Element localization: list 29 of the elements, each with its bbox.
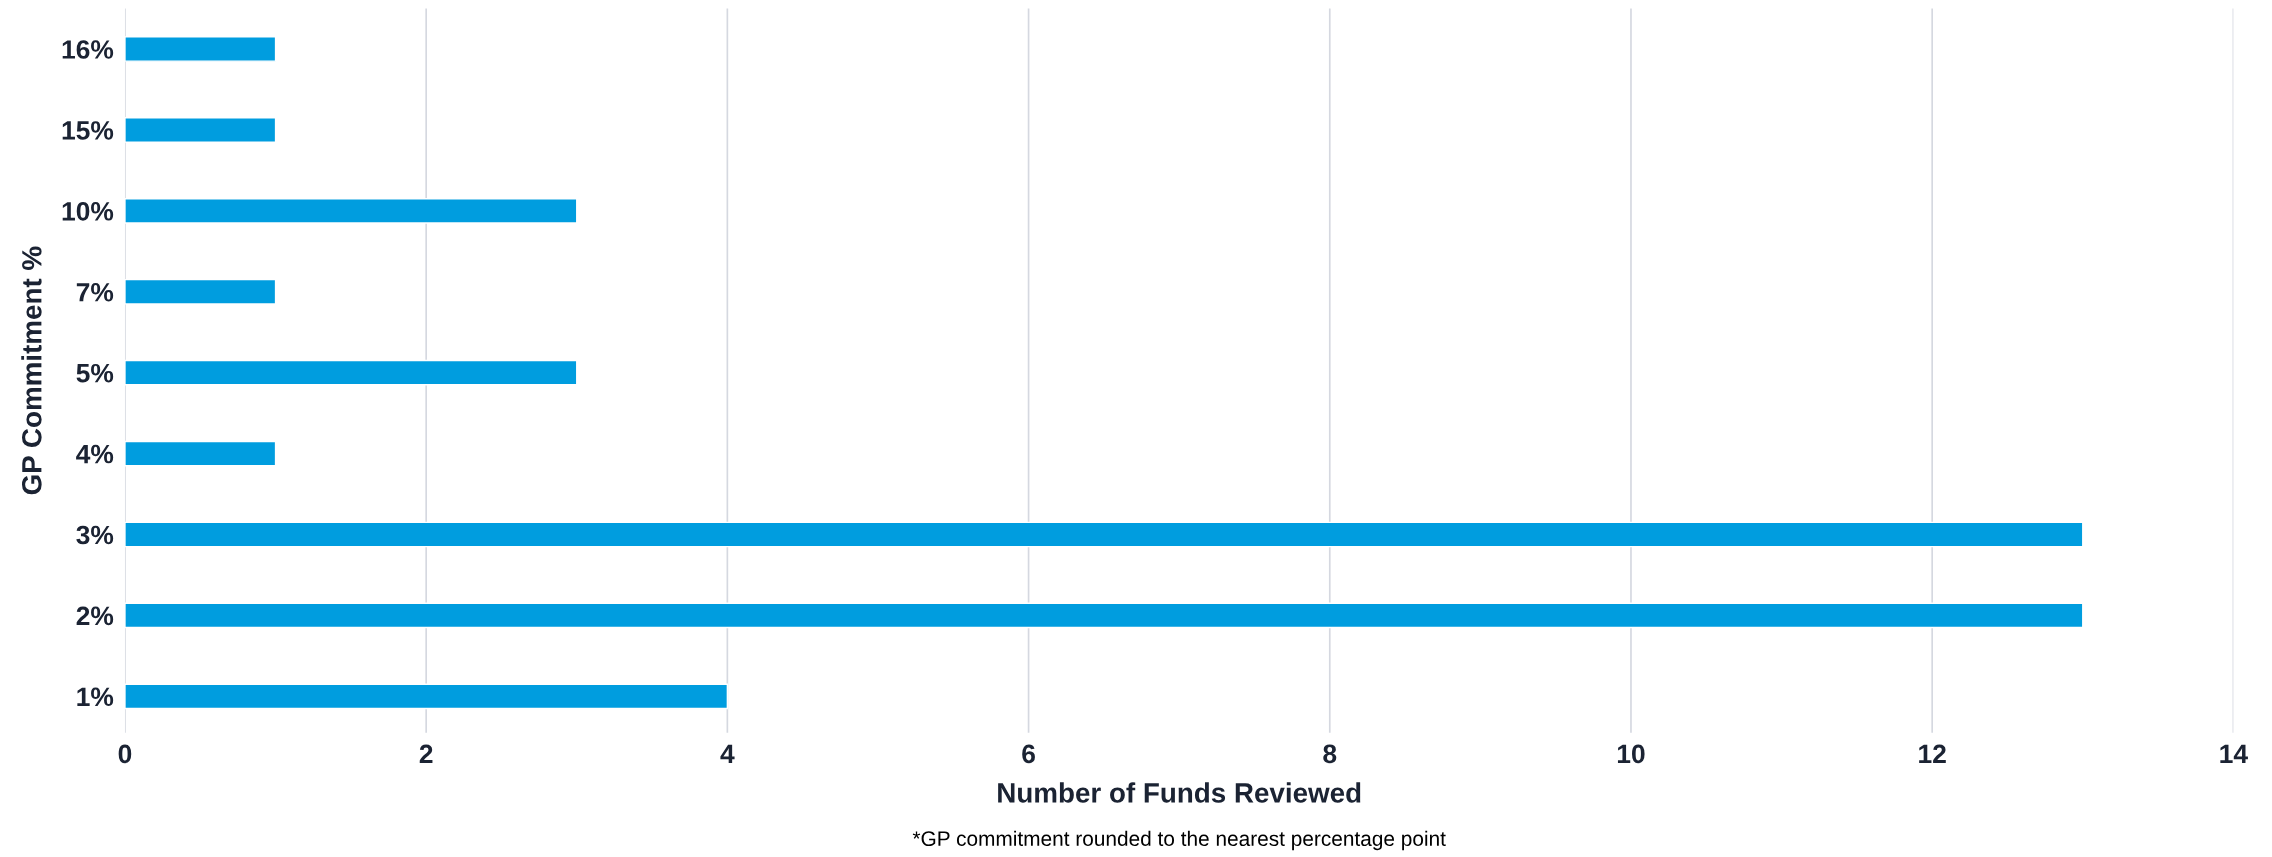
x-tick-label: 4 bbox=[720, 744, 735, 763]
bar bbox=[124, 683, 729, 710]
y-tick-label: 7% bbox=[76, 282, 114, 302]
bar bbox=[124, 36, 277, 62]
y-tick-label: 5% bbox=[76, 363, 114, 383]
y-tick-label: 1% bbox=[77, 687, 114, 707]
bar bbox=[124, 440, 277, 467]
y-tick-label: 15% bbox=[62, 121, 114, 140]
y-tick-label: 10% bbox=[62, 201, 114, 221]
y-tick-label: 16% bbox=[62, 40, 114, 59]
y-tick-label: 2% bbox=[76, 606, 114, 626]
x-tick-label: 14 bbox=[2220, 744, 2248, 763]
bar bbox=[124, 521, 2084, 548]
x-tick-label: 2 bbox=[419, 744, 433, 763]
x-tick-label: 10 bbox=[1617, 744, 1645, 764]
y-axis-title: GP Commitment % bbox=[21, 246, 42, 495]
x-tick-label: 6 bbox=[1022, 744, 1035, 764]
bar bbox=[124, 278, 277, 305]
x-tick-label: 0 bbox=[118, 744, 132, 764]
bar bbox=[124, 359, 578, 386]
bar bbox=[124, 117, 277, 143]
y-tick-label: 4% bbox=[76, 444, 114, 464]
bar bbox=[124, 602, 2084, 629]
bar bbox=[124, 198, 578, 224]
x-axis-title: Number of Funds Reviewed bbox=[998, 782, 1361, 803]
y-tick-label: 3% bbox=[76, 525, 114, 545]
x-tick-label: 8 bbox=[1323, 744, 1337, 764]
text: *GP commitment rounded to the nearest percentage point bbox=[912, 830, 1446, 851]
x-tick-label: 12 bbox=[1919, 744, 1946, 763]
